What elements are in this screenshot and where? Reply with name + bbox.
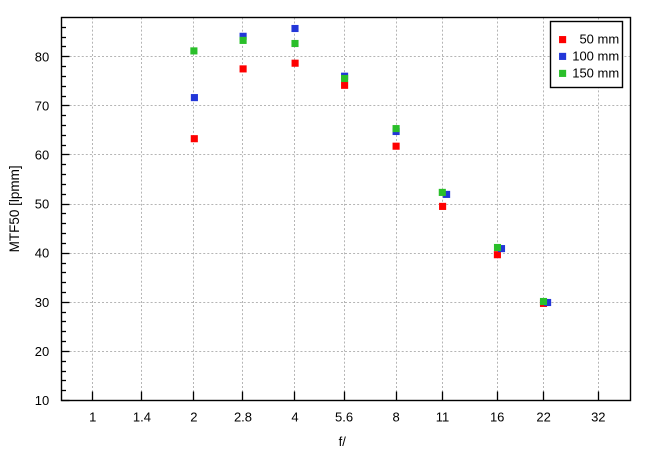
svg-text:70: 70 <box>35 98 49 113</box>
svg-text:4: 4 <box>291 409 298 424</box>
svg-text:22: 22 <box>536 409 550 424</box>
svg-text:40: 40 <box>35 246 49 261</box>
svg-text:30: 30 <box>35 295 49 310</box>
svg-text:20: 20 <box>35 344 49 359</box>
svg-text:8: 8 <box>392 409 399 424</box>
svg-text:11: 11 <box>436 409 450 424</box>
svg-text:100 mm: 100 mm <box>572 48 619 63</box>
svg-text:2: 2 <box>190 409 197 424</box>
svg-text:16: 16 <box>490 409 504 424</box>
svg-text:f/: f/ <box>339 434 347 449</box>
svg-text:MTF50 [lpmm]: MTF50 [lpmm] <box>7 165 22 252</box>
svg-text:10: 10 <box>35 393 49 408</box>
svg-text:50: 50 <box>35 197 49 212</box>
svg-text:150 mm: 150 mm <box>572 65 619 80</box>
svg-text:5.6: 5.6 <box>335 409 353 424</box>
svg-text:50 mm: 50 mm <box>579 32 619 47</box>
svg-text:80: 80 <box>35 49 49 64</box>
svg-text:60: 60 <box>35 148 49 163</box>
svg-text:1.4: 1.4 <box>133 409 151 424</box>
svg-text:2.8: 2.8 <box>234 409 252 424</box>
svg-text:32: 32 <box>591 409 605 424</box>
svg-text:1: 1 <box>89 409 96 424</box>
